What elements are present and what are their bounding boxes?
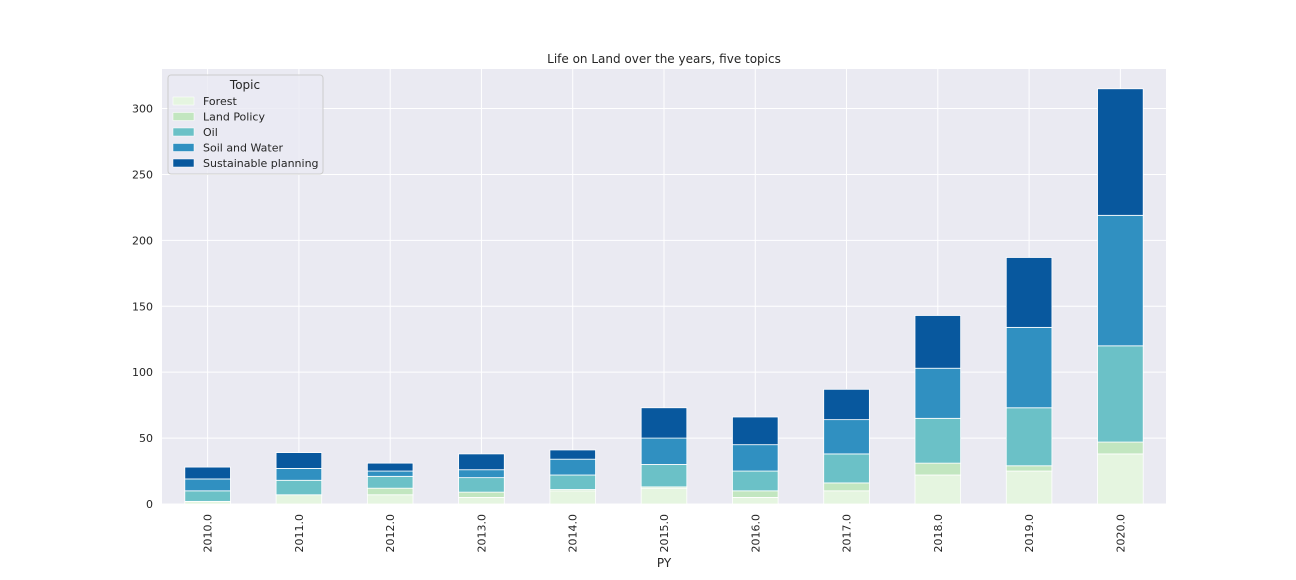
x-tick-label: 2010.0 (202, 514, 215, 553)
bar-segment (914, 417, 962, 464)
x-tick-label: 2012.0 (384, 514, 397, 553)
y-axis-ticks: 0 50 100 150 200 250 300 (132, 103, 153, 511)
legend-label: Land Policy (203, 111, 265, 124)
bar-segment (275, 479, 323, 496)
bar-segment (640, 464, 688, 488)
bar-segment (1097, 88, 1144, 216)
x-tick-label: 2017.0 (841, 514, 854, 553)
bar-segment (458, 497, 505, 505)
bar-segment (458, 469, 505, 479)
bar-segment (1005, 326, 1053, 409)
bar-segment (914, 315, 962, 369)
bar-segment (640, 407, 688, 439)
legend-title: Topic (229, 78, 260, 92)
legend-swatch (172, 158, 195, 168)
bar-segment (275, 452, 323, 469)
bar-segment (914, 474, 962, 505)
bar-segment (1097, 453, 1144, 505)
legend-swatch (172, 96, 195, 106)
x-tick-label: 2013.0 (475, 514, 488, 553)
x-tick-label: 2020.0 (1114, 514, 1127, 553)
bar-segment (275, 494, 323, 505)
x-tick-label: 2014.0 (567, 514, 580, 553)
bar-segment (366, 462, 414, 472)
bar-segment (366, 487, 414, 496)
y-tick-label: 250 (132, 168, 153, 181)
bar-segment (823, 490, 870, 505)
legend-label: Soil and Water (203, 142, 284, 155)
bar-segment (1005, 407, 1053, 467)
legend-swatch (172, 127, 195, 137)
bar-segment (366, 470, 414, 477)
bars (184, 88, 1144, 505)
bar-segment (732, 497, 779, 505)
legend-items: Forest Land Policy Oil Soil and Water Sustai… (172, 95, 319, 170)
bar-segment (640, 487, 688, 505)
bar-segment (458, 477, 505, 493)
y-tick-label: 150 (132, 300, 153, 313)
legend-box (167, 74, 324, 175)
legend: Topic Forest Land Policy Oil Soil and Water… (167, 74, 324, 175)
bar-segment (732, 444, 779, 472)
bar-segment (1097, 345, 1144, 443)
legend-swatch (172, 143, 195, 152)
bar-segment (823, 419, 870, 455)
y-tick-label: 300 (132, 103, 153, 116)
bar-segment (549, 458, 596, 476)
x-axis-label: PY (657, 556, 672, 570)
bar-segment (732, 490, 779, 498)
x-axis-ticks: 2010.0 2011.0 2012.0 2013.0 2014.0 2015.0 2016… (202, 514, 1128, 553)
bar-segment (275, 468, 323, 481)
x-tick-label: 2011.0 (293, 514, 306, 553)
bar-segment (549, 474, 596, 490)
legend-label: Oil (203, 126, 218, 139)
bar-segment (1005, 257, 1053, 328)
legend-label: Sustainable planning (203, 157, 319, 170)
bar-segment (184, 466, 231, 480)
bar-segment (732, 416, 779, 446)
chart-title: Life on Land over the years, five topics (547, 52, 781, 66)
legend-label: Forest (203, 95, 237, 108)
bar-segment (366, 475, 414, 489)
bar-segment (366, 494, 414, 505)
x-tick-label: 2018.0 (932, 514, 945, 553)
bar-segment (1097, 214, 1144, 347)
y-tick-label: 50 (139, 432, 153, 445)
y-tick-label: 0 (146, 498, 153, 511)
bar-segment (914, 462, 962, 476)
y-tick-label: 100 (132, 366, 153, 379)
bar-segment (732, 470, 779, 492)
bar-segment (549, 449, 596, 460)
x-tick-label: 2019.0 (1023, 514, 1036, 553)
bar-segment (184, 490, 231, 502)
bar-segment (458, 491, 505, 498)
x-tick-label: 2016.0 (749, 514, 762, 553)
x-tick-label: 2015.0 (658, 514, 671, 553)
bar-segment (184, 478, 231, 492)
y-tick-label: 200 (132, 234, 153, 247)
bar-segment (823, 453, 870, 484)
bar-segment (640, 437, 688, 465)
bar-segment (458, 453, 505, 471)
bar-segment (549, 490, 596, 505)
bar-segment (1097, 441, 1144, 455)
bar-segment (1005, 470, 1053, 505)
bar-segment (823, 482, 870, 492)
bar-segment (1005, 465, 1053, 472)
bar-segment (914, 367, 962, 419)
legend-swatch (172, 112, 195, 121)
bar-segment (823, 388, 870, 421)
